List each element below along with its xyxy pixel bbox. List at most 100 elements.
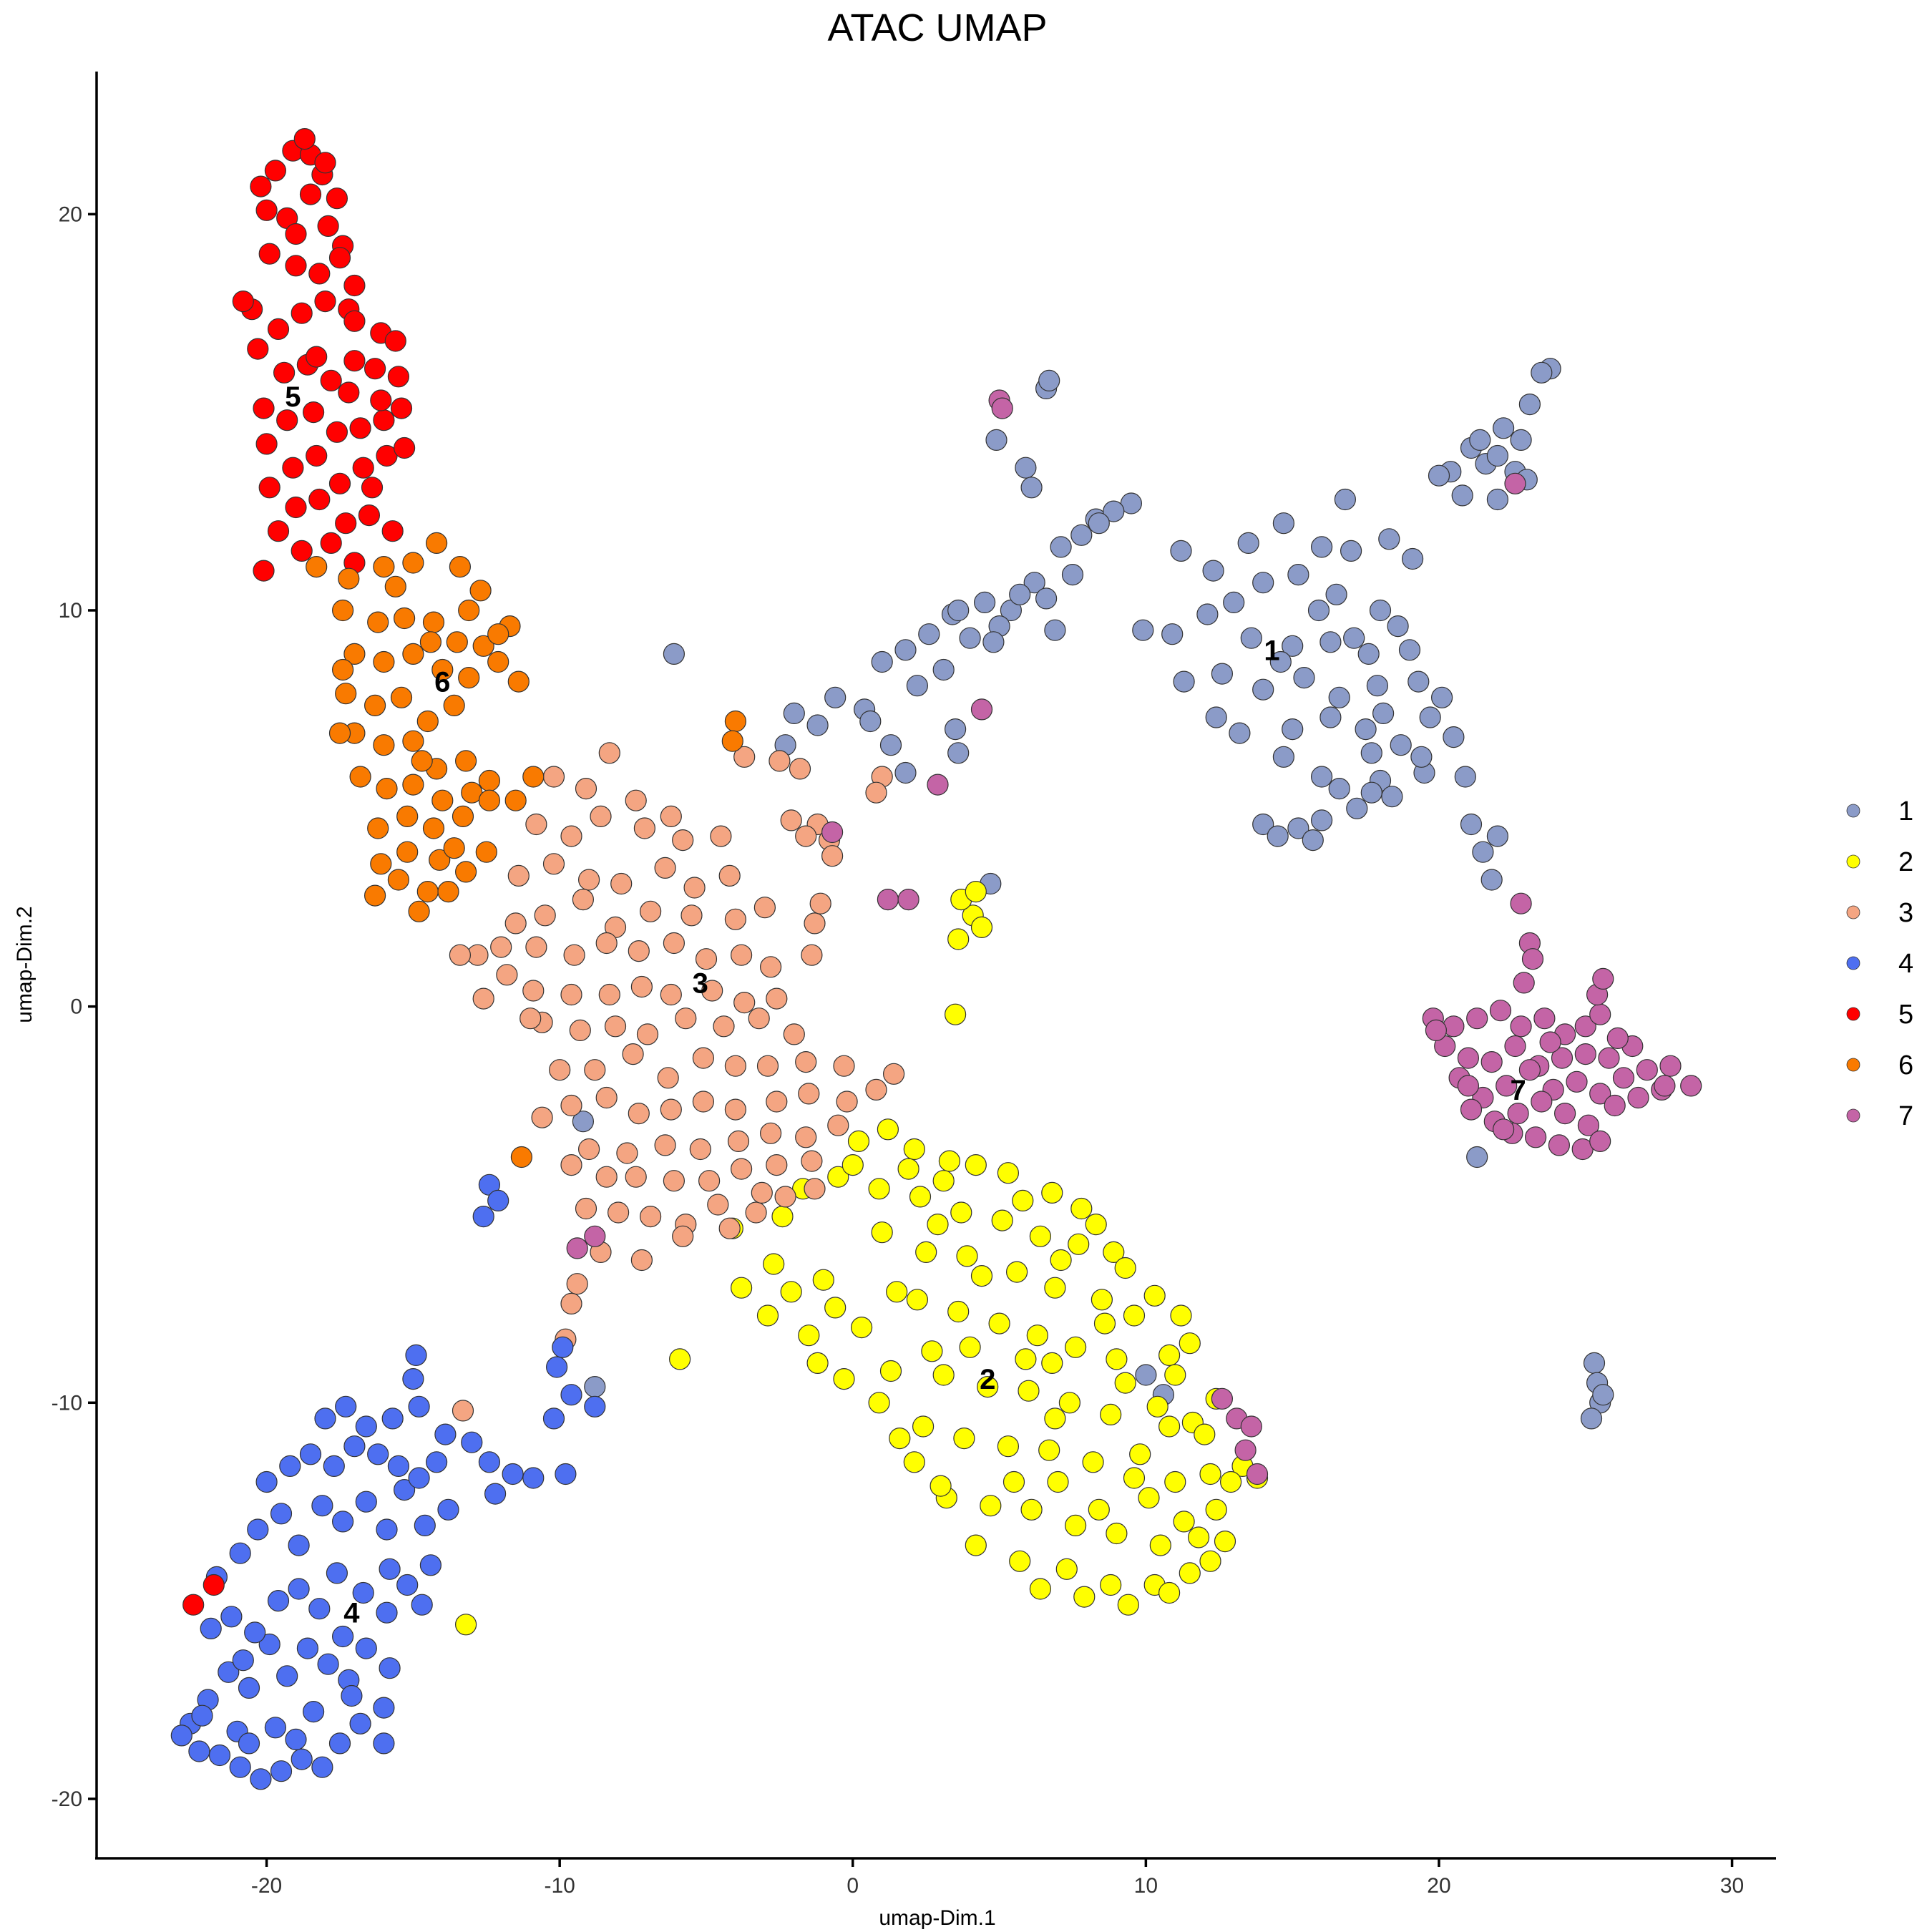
y-tick-label: 10	[59, 599, 82, 623]
data-point-cluster-6	[437, 880, 459, 903]
data-point-cluster-2	[970, 1264, 993, 1287]
data-point-cluster-2	[1106, 1522, 1128, 1545]
data-point-cluster-3	[525, 936, 547, 958]
data-point-cluster-2	[1018, 1380, 1040, 1402]
series-cluster-6	[306, 532, 747, 1169]
data-point-cluster-4	[332, 1511, 354, 1533]
data-point-cluster-4	[484, 1483, 507, 1505]
data-point-cluster-3	[598, 742, 620, 764]
data-point-cluster-3	[610, 872, 633, 895]
data-point-cluster-1	[1460, 813, 1483, 836]
data-point-cluster-1	[1132, 619, 1154, 641]
data-point-cluster-2	[1117, 1594, 1139, 1616]
data-point-cluster-6	[328, 722, 351, 744]
data-point-cluster-4	[560, 1384, 582, 1406]
data-point-cluster-2	[806, 1352, 829, 1375]
x-tick-label: 30	[1720, 1874, 1744, 1898]
data-point-cluster-7	[1589, 1083, 1611, 1105]
data-point-cluster-2	[1158, 1581, 1181, 1604]
data-point-cluster-2	[1187, 1526, 1210, 1548]
data-point-cluster-4	[255, 1470, 278, 1493]
data-point-cluster-5	[361, 477, 384, 499]
data-point-cluster-6	[504, 789, 527, 811]
data-point-cluster-1	[982, 631, 1005, 653]
data-point-cluster-1	[871, 650, 893, 673]
data-point-cluster-2	[1029, 1225, 1052, 1247]
data-point-cluster-4	[373, 1697, 395, 1719]
data-point-cluster-5	[393, 436, 416, 459]
data-point-cluster-3	[865, 1078, 887, 1101]
data-point-cluster-6	[390, 686, 413, 708]
data-point-cluster-2	[1143, 1284, 1166, 1307]
data-point-cluster-2	[1012, 1189, 1034, 1212]
data-point-cluster-4	[200, 1617, 222, 1639]
data-point-cluster-5	[258, 477, 280, 499]
data-point-cluster-5	[381, 520, 404, 542]
data-point-cluster-3	[598, 983, 620, 1006]
data-point-cluster-3	[689, 1138, 711, 1161]
data-point-cluster-6	[402, 643, 424, 665]
data-point-cluster-3	[751, 1181, 773, 1204]
data-point-cluster-7	[1457, 1047, 1479, 1069]
data-point-cluster-3	[789, 758, 811, 780]
legend-label-2: 2	[1898, 847, 1913, 877]
data-point-cluster-1	[1103, 500, 1125, 522]
data-point-cluster-6	[724, 710, 747, 733]
data-point-cluster-4	[244, 1621, 266, 1644]
data-point-cluster-2	[980, 1495, 1002, 1517]
data-point-cluster-1	[1282, 635, 1304, 657]
data-point-cluster-1	[1472, 841, 1494, 863]
data-point-cluster-3	[572, 888, 595, 911]
data-point-cluster-4	[218, 1661, 240, 1683]
x-tick-label: 0	[847, 1874, 859, 1898]
data-point-cluster-5	[247, 338, 269, 360]
data-point-cluster-6	[396, 805, 419, 828]
data-point-cluster-6	[507, 670, 530, 693]
data-point-cluster-4	[393, 1479, 416, 1501]
series-cluster-1	[572, 358, 1614, 1430]
data-point-cluster-6	[402, 774, 424, 796]
data-point-cluster-2	[965, 1534, 987, 1556]
data-point-cluster-6	[384, 575, 406, 597]
data-point-cluster-3	[522, 980, 545, 1002]
data-point-cluster-2	[1199, 1463, 1221, 1485]
data-point-cluster-2	[977, 1375, 999, 1398]
data-point-cluster-6	[522, 766, 545, 788]
data-point-cluster-7	[1507, 1102, 1529, 1125]
data-point-cluster-4	[311, 1756, 333, 1778]
data-point-cluster-3	[675, 1008, 697, 1030]
data-point-cluster-1	[1486, 444, 1508, 467]
data-point-cluster-6	[335, 683, 357, 705]
data-point-cluster-1	[1035, 587, 1058, 610]
data-point-cluster-2	[871, 1221, 893, 1244]
data-point-cluster-6	[458, 666, 480, 689]
data-point-cluster-3	[542, 853, 565, 875]
data-point-cluster-3	[821, 845, 844, 867]
cluster-label-1: 1	[1264, 635, 1279, 666]
data-point-cluster-5	[203, 1574, 225, 1596]
data-point-cluster-2	[1164, 1470, 1186, 1493]
data-point-cluster-6	[364, 884, 386, 907]
data-point-cluster-7	[1211, 1387, 1234, 1410]
points-layer	[170, 128, 1702, 1790]
data-point-cluster-4	[238, 1677, 260, 1699]
data-point-cluster-4	[308, 1598, 331, 1620]
data-point-cluster-3	[654, 1134, 676, 1156]
data-point-cluster-2	[906, 1289, 929, 1311]
data-point-cluster-4	[341, 1684, 363, 1707]
data-point-cluster-4	[419, 1554, 442, 1576]
data-point-cluster-3	[804, 1178, 826, 1200]
data-point-cluster-2	[997, 1435, 1020, 1458]
data-point-cluster-4	[396, 1574, 419, 1596]
data-point-cluster-2	[1205, 1498, 1227, 1521]
data-point-cluster-2	[1085, 1213, 1107, 1236]
data-point-cluster-4	[367, 1443, 389, 1465]
data-point-cluster-2	[991, 1209, 1013, 1231]
data-point-cluster-2	[909, 1186, 932, 1208]
data-point-cluster-4	[352, 1581, 374, 1604]
data-point-cluster-4	[411, 1594, 433, 1616]
data-point-cluster-1	[1050, 536, 1072, 558]
data-point-cluster-2	[827, 1166, 849, 1188]
data-point-cluster-4	[381, 1407, 404, 1430]
data-point-cluster-4	[349, 1712, 371, 1735]
